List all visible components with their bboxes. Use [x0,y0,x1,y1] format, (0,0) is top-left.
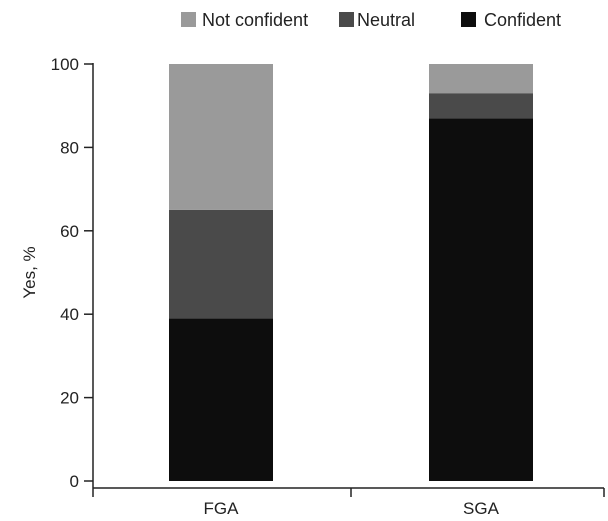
legend-swatch-neutral [339,12,354,27]
bar-sga-neutral [429,93,533,119]
legend-swatch-not-confident [181,12,196,27]
x-tick-label-fga: FGA [204,499,240,518]
legend-swatch-confident [461,12,476,27]
y-tick-label-0: 0 [70,472,79,491]
bar-fga-not-confident [169,64,273,210]
legend-label-not-confident: Not confident [202,10,308,30]
bar-fga-confident [169,318,273,481]
legend-label-neutral: Neutral [357,10,415,30]
y-tick-label-20: 20 [60,389,79,408]
y-tick-label-100: 100 [51,55,79,74]
x-tick-label-sga: SGA [463,499,500,518]
bar-sga-not-confident [429,64,533,94]
bars [169,64,533,482]
y-axis-title: Yes, % [20,246,39,298]
y-tick-label-60: 60 [60,222,79,241]
legend: Not confident Neutral Confident [181,10,561,30]
bar-sga-confident [429,118,533,482]
legend-label-confident: Confident [484,10,561,30]
axes: 0 20 40 60 80 100 FGA SGA Yes, % [20,55,605,518]
bar-fga-neutral [169,209,273,319]
y-tick-label-80: 80 [60,138,79,157]
y-tick-label-40: 40 [60,305,79,324]
